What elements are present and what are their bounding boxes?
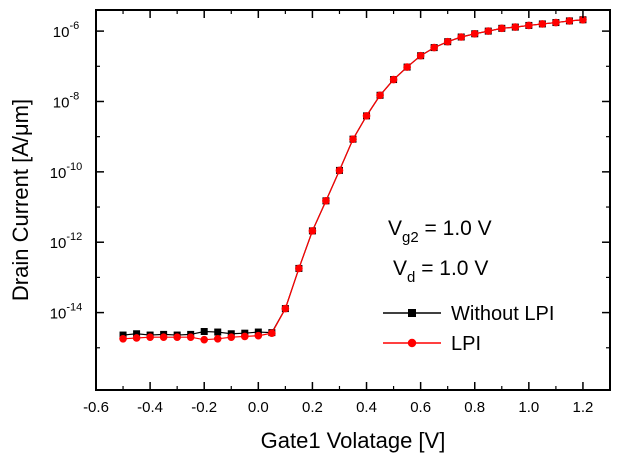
data-point (376, 91, 384, 100)
y-tick-label: 10-6 (53, 20, 79, 41)
data-point (565, 17, 574, 25)
data-point (227, 333, 236, 341)
data-point (484, 27, 493, 35)
data-point (132, 334, 141, 342)
legend-marker (407, 338, 417, 348)
data-point (146, 333, 154, 341)
data-point (254, 331, 263, 340)
data-point (416, 51, 425, 60)
data-point (200, 328, 208, 336)
series-lpi (119, 15, 587, 344)
legend-entry: Without LPI (383, 303, 554, 325)
data-point (173, 333, 181, 341)
x-tick-label: -0.2 (191, 399, 217, 416)
y-tick-label: 10-12 (50, 231, 83, 252)
x-tick-label: 0.8 (464, 399, 485, 416)
data-point (281, 304, 290, 313)
data-point (552, 18, 560, 27)
data-point (538, 20, 547, 28)
x-tick-label: 0.2 (302, 399, 323, 416)
data-point (133, 330, 141, 338)
bias-annotation: Vd = 1.0 V (393, 257, 488, 286)
legend-marker (408, 309, 416, 317)
x-tick-label: 0.0 (248, 399, 269, 416)
x-tick-label: -0.4 (137, 399, 163, 416)
legend-label: Without LPI (451, 303, 554, 325)
x-tick-label: 0.6 (410, 399, 431, 416)
series-without-lpi (119, 16, 587, 339)
data-point (579, 15, 587, 24)
x-tick-label: 0.4 (356, 399, 377, 416)
data-point (200, 335, 209, 344)
x-tick-label: 1.2 (573, 399, 594, 416)
annotations: Vg2 = 1.0 V Vd = 1.0 V (388, 217, 492, 286)
y-tick-label: 10-8 (53, 90, 79, 111)
data-point (159, 333, 168, 341)
data-point (214, 328, 222, 336)
data-point (322, 197, 330, 205)
data-point (213, 334, 222, 343)
y-axis-title: Drain Current [A/μm] (8, 99, 33, 301)
axes (95, 9, 611, 391)
data-point (119, 334, 127, 343)
legend: Without LPI LPI (383, 303, 554, 355)
y-tick-label: 10-10 (50, 161, 83, 182)
data-point (389, 75, 398, 84)
series-line (123, 19, 584, 341)
data-point (349, 135, 357, 143)
series-layer (119, 15, 587, 344)
x-tick-label: 1.0 (518, 399, 539, 416)
data-point (295, 264, 303, 273)
data-point (430, 43, 438, 52)
plot-frame (95, 9, 611, 391)
legend-label: LPI (451, 333, 481, 355)
data-point (497, 24, 506, 33)
data-point (511, 23, 520, 31)
data-point (335, 166, 344, 175)
data-point (525, 21, 533, 30)
bias-annotation: Vg2 = 1.0 V (388, 217, 492, 246)
data-point (443, 37, 452, 46)
y-tick-label: 10-14 (50, 302, 83, 323)
data-point (403, 63, 411, 71)
data-point (470, 29, 479, 38)
data-point (457, 33, 466, 41)
x-tick-label: -0.6 (83, 399, 109, 416)
legend-entry: LPI (383, 333, 481, 355)
data-point (362, 112, 371, 120)
data-point (240, 332, 249, 341)
series-line (122, 19, 584, 336)
x-axis-title: Gate1 Volatage [V] (261, 428, 446, 453)
axis-labels: -0.6 -0.4 -0.2 0.0 0.2 0.4 0.6 0.8 1.0 1.2 10-14 10… (8, 20, 593, 453)
data-point (186, 333, 195, 341)
data-point (308, 227, 317, 235)
data-point (268, 329, 276, 337)
